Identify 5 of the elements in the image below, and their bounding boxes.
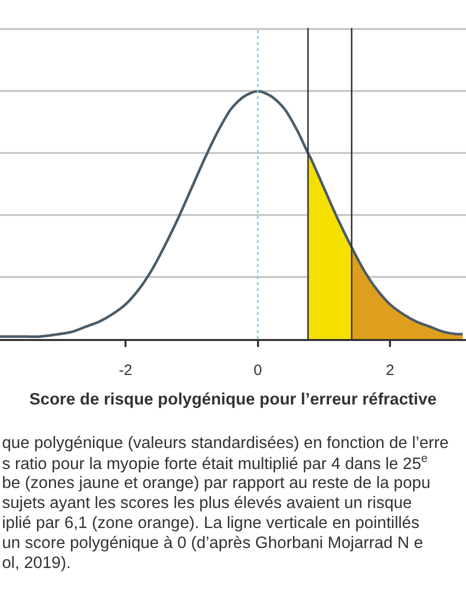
x-tick-label: -2 — [118, 362, 132, 379]
x-tick-label: 0 — [254, 362, 262, 379]
x-axis-title: Score de risque polygénique pour l’erreur réfractive — [29, 390, 437, 409]
text: que polygénique (valeurs standardisées) en fonction de l’erre s ratio pour la myopie forte était multiplié par 4 dans le 25$^{e}$ be (zones jaune et orange) par rapport au reste de la popu sujets ayant les scores les plus élevés avaient un risque iplié par 6,1 (zone orange). La ligne verticale en pointillés un score polygénique à 0 (d’après Ghorbani Mojarrad N e ol, 2019). — [2, 434, 449, 572]
x-tick-label: 2 — [386, 362, 394, 379]
